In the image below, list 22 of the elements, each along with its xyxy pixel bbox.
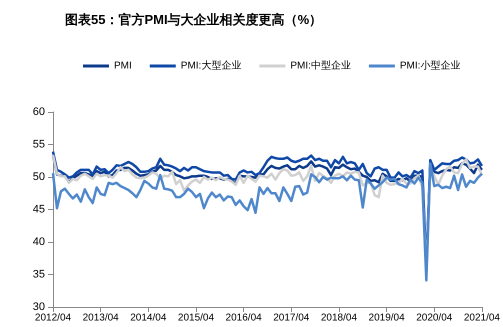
x-tick-label: 2017/04 — [273, 312, 310, 324]
x-tick-label: 2012/04 — [34, 312, 72, 324]
legend-label: PMI:小型企业 — [400, 60, 460, 72]
legend-label: PMI:中型企业 — [290, 60, 351, 72]
legend-label: PMI — [114, 60, 132, 72]
y-tick-label: 50 — [32, 171, 45, 183]
legend-label: PMI:大型企业 — [180, 60, 242, 72]
y-tick-label: 60 — [32, 106, 45, 118]
x-tick-label: 2021/04 — [464, 312, 500, 324]
x-tick-label: 2019/04 — [368, 312, 406, 324]
chart-title: 图表55：官方PMI与大企业相关度更高（%） — [65, 12, 322, 27]
x-tick-label: 2020/04 — [416, 312, 453, 324]
y-tick-label: 40 — [32, 236, 45, 248]
y-tick-label: 45 — [32, 204, 45, 216]
y-tick-label: 55 — [32, 138, 45, 150]
x-tick-label: 2018/04 — [320, 312, 358, 324]
x-tick-label: 2015/04 — [178, 312, 214, 324]
x-tick-label: 2013/04 — [82, 312, 120, 324]
y-tick-label: 35 — [32, 268, 45, 280]
x-tick-label: 2014/04 — [130, 312, 167, 324]
y-tick-label: 30 — [32, 301, 45, 313]
x-tick-label: 2016/04 — [226, 312, 262, 324]
